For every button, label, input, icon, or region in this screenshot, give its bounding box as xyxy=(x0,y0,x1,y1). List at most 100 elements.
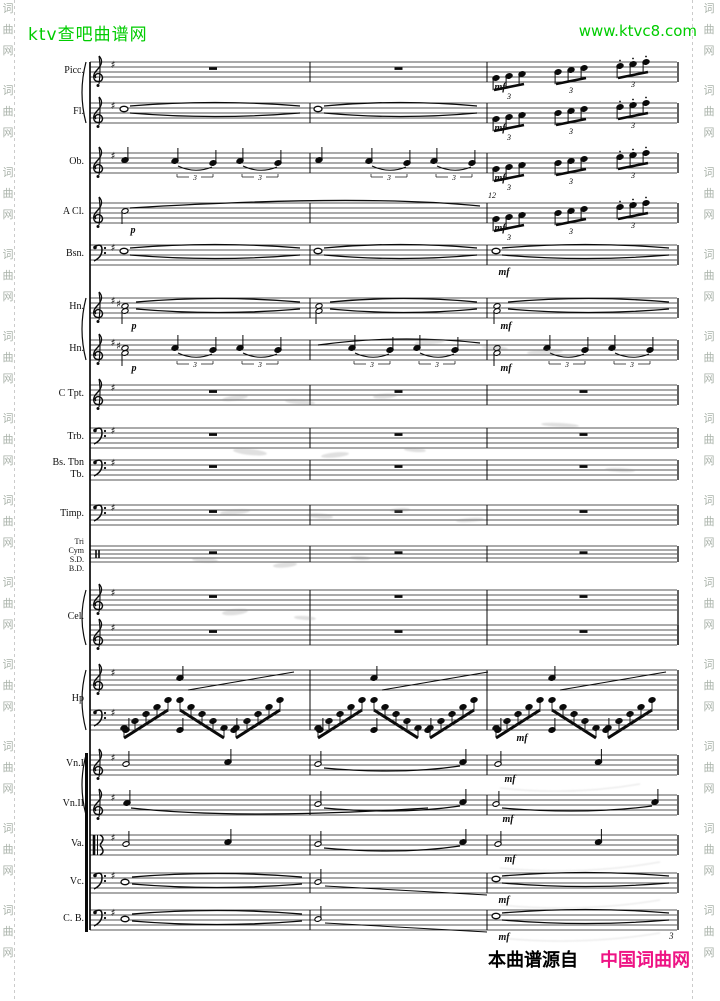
svg-text:♯: ♯ xyxy=(111,426,116,437)
watermark-char: 曲 xyxy=(703,23,715,36)
staff-vn-i: ♯ mf xyxy=(90,748,679,785)
watermark-char: 词 xyxy=(703,904,715,917)
watermark-char: 词 xyxy=(703,330,715,343)
watermark-char: 词 xyxy=(2,576,14,589)
svg-text:mf: mf xyxy=(504,774,517,785)
watermark-char: 词 xyxy=(2,658,14,671)
watermark-char: 曲 xyxy=(2,351,14,364)
watermark-char: 曲 xyxy=(703,351,715,364)
svg-text:mf: mf xyxy=(516,733,529,744)
svg-text:mf: mf xyxy=(498,895,511,906)
instrument-label-vc: Vc. xyxy=(69,876,84,887)
watermark-char: 网 xyxy=(2,946,14,959)
staff-hp: ♯ 3 3 3 3 3 3 3 3 3 xyxy=(90,663,679,740)
svg-text:3: 3 xyxy=(564,360,569,369)
watermark-char: 词 xyxy=(703,248,715,261)
svg-text:3: 3 xyxy=(143,710,148,718)
svg-text:♯: ♯ xyxy=(111,708,116,719)
svg-text:♯: ♯ xyxy=(116,299,121,310)
watermark-char: 曲 xyxy=(2,925,14,938)
watermark-char: 曲 xyxy=(2,761,14,774)
svg-text:3: 3 xyxy=(192,360,197,369)
svg-text:3: 3 xyxy=(506,133,511,142)
watermark-char: 词 xyxy=(703,412,715,425)
left-dashed-border xyxy=(14,0,15,1001)
footer-source-label: 本曲谱源自 xyxy=(488,950,578,971)
watermark-char: 词 xyxy=(703,822,715,835)
watermark-char: 曲 xyxy=(703,925,715,938)
staff-bsn-: ♯ mf xyxy=(90,243,679,278)
watermark-char: 网 xyxy=(703,618,715,631)
svg-text:♯: ♯ xyxy=(111,753,116,764)
watermark-char: 词 xyxy=(2,904,14,917)
svg-text:♯: ♯ xyxy=(111,60,116,71)
watermark-char: 曲 xyxy=(703,679,715,692)
watermark-char: 词 xyxy=(703,576,715,589)
svg-text:12: 12 xyxy=(488,191,496,200)
instrument-label-bstbn: Bs. Tbn Tb. xyxy=(52,457,85,480)
instrument-label-trb: Trb. xyxy=(67,431,84,442)
watermark-char: 曲 xyxy=(2,187,14,200)
svg-text:3: 3 xyxy=(568,227,573,236)
svg-text:♯: ♯ xyxy=(111,296,116,307)
svg-text:3: 3 xyxy=(630,80,635,89)
svg-text:3: 3 xyxy=(568,127,573,136)
svg-text:mf: mf xyxy=(494,173,507,184)
site-url: www.ktvc8.com xyxy=(578,22,697,40)
instrument-label-cb: C. B. xyxy=(63,913,84,924)
svg-text:3: 3 xyxy=(257,360,262,369)
svg-text:3: 3 xyxy=(506,183,511,192)
svg-text:3: 3 xyxy=(506,92,511,101)
svg-text:mf: mf xyxy=(498,267,511,278)
site-name: ktv查吧曲谱网 xyxy=(28,25,148,45)
svg-text:3: 3 xyxy=(630,221,635,230)
staff-hn-: ♯ ♯ p mf xyxy=(90,291,679,332)
watermark-char: 词 xyxy=(2,412,14,425)
watermark-char: 网 xyxy=(2,864,14,877)
right-dashed-border xyxy=(692,0,693,1001)
svg-text:3: 3 xyxy=(192,173,197,182)
svg-text:3: 3 xyxy=(630,121,635,130)
instrument-label-hn: Hn. xyxy=(69,301,84,312)
instrument-label-picc: Picc. xyxy=(64,65,84,76)
watermark-char: 曲 xyxy=(2,679,14,692)
svg-text:3: 3 xyxy=(257,173,262,182)
system-lines xyxy=(81,61,91,932)
watermark-char: 词 xyxy=(2,2,14,15)
staff-system13: ♯ xyxy=(90,618,679,650)
footer-source-name: 中国词曲网 xyxy=(600,950,690,971)
watermark-char: 网 xyxy=(703,290,715,303)
svg-text:♯: ♯ xyxy=(111,458,116,469)
svg-text:3: 3 xyxy=(571,710,576,718)
watermark-char: 网 xyxy=(2,126,14,139)
watermark-char: 词 xyxy=(703,166,715,179)
watermark-char: 网 xyxy=(2,290,14,303)
svg-text:p: p xyxy=(131,363,137,374)
svg-text:♯: ♯ xyxy=(111,668,116,679)
svg-text:♯: ♯ xyxy=(111,871,116,882)
instrument-label-va: Va. xyxy=(70,838,84,849)
watermark-char: 网 xyxy=(703,44,715,57)
svg-text:♯: ♯ xyxy=(111,908,116,919)
watermark-char: 词 xyxy=(2,166,14,179)
svg-text:3: 3 xyxy=(629,360,634,369)
staff-hn-: ♯ ♯ 3 3 p 3 3 3 3 mf xyxy=(90,333,679,374)
watermark-char: 曲 xyxy=(703,433,715,446)
svg-text:mf: mf xyxy=(502,814,515,825)
staff-vc-: ♯ mf xyxy=(90,869,679,906)
svg-text:mf: mf xyxy=(494,123,507,134)
watermark-char: 曲 xyxy=(703,515,715,528)
watermark-char: 网 xyxy=(2,208,14,221)
svg-text:♯: ♯ xyxy=(111,793,116,804)
staff-timp-: ♯ xyxy=(90,503,679,526)
staff-vn-ii: ♯ mf xyxy=(90,788,679,825)
svg-text:mf: mf xyxy=(500,363,513,374)
svg-text:3: 3 xyxy=(515,710,520,718)
svg-text:3: 3 xyxy=(369,360,374,369)
watermark-char: 曲 xyxy=(2,843,14,856)
watermark-char: 网 xyxy=(703,700,715,713)
